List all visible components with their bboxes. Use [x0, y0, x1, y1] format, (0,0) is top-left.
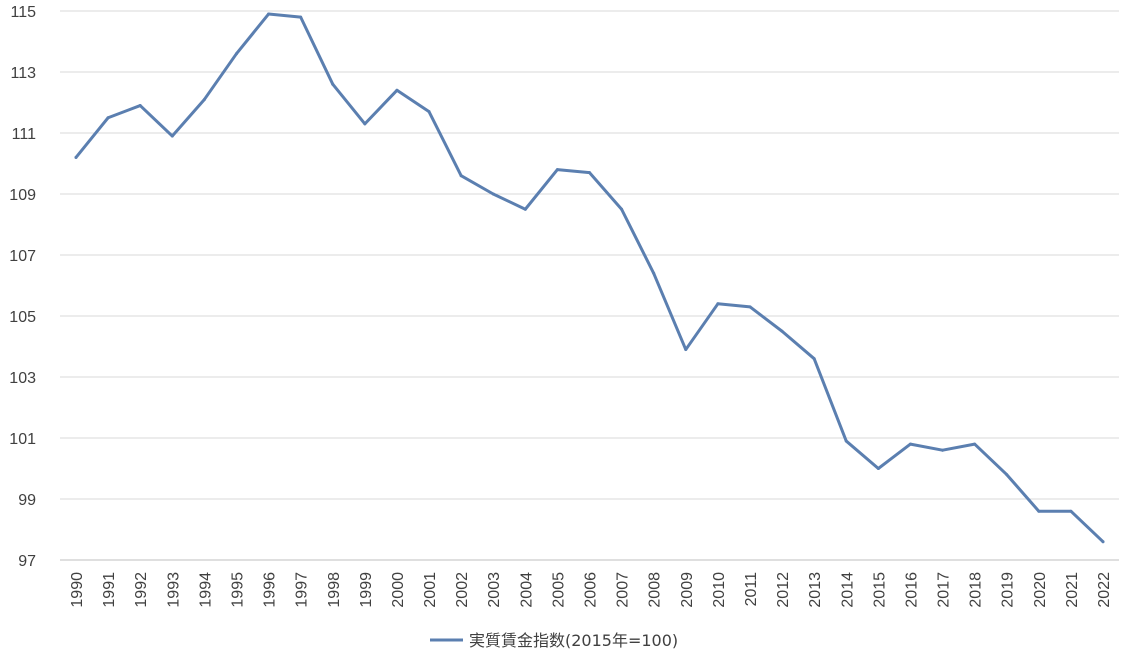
data-point — [652, 271, 656, 275]
data-point — [106, 116, 110, 120]
x-tick-label: 1998 — [326, 572, 343, 608]
data-point — [267, 12, 271, 16]
x-tick-label: 2018 — [968, 572, 985, 608]
x-tick-label: 2015 — [871, 572, 888, 608]
y-tick-label: 105 — [9, 309, 36, 326]
x-tick-label: 2008 — [647, 572, 664, 608]
x-tick-label: 2000 — [390, 572, 407, 608]
data-point — [588, 171, 591, 175]
series-line-0 — [74, 12, 1105, 544]
x-tick-label: 2010 — [711, 572, 728, 608]
x-tick-label: 2022 — [1096, 572, 1113, 608]
data-point — [138, 104, 142, 108]
data-point — [555, 168, 559, 172]
y-tick-label: 111 — [12, 126, 36, 143]
x-tick-label: 2007 — [615, 572, 632, 608]
data-point — [1069, 509, 1073, 513]
x-tick-label: 2017 — [936, 572, 953, 608]
x-tick-label: 2001 — [422, 572, 439, 608]
data-point — [331, 82, 335, 86]
x-axis-tick-labels: 1990 1991 1992 1993 1994 1995 1996 1997 1998 1999… — [69, 572, 1113, 608]
x-tick-label: 2005 — [550, 572, 567, 608]
y-tick-label: 101 — [9, 431, 36, 448]
x-tick-label: 1995 — [229, 572, 246, 608]
y-tick-label: 99 — [18, 492, 36, 509]
y-tick-label: 97 — [18, 553, 36, 570]
data-point — [876, 467, 880, 470]
data-point — [523, 207, 527, 211]
x-tick-label: 2011 — [743, 572, 760, 607]
data-point — [459, 174, 463, 178]
gridlines — [60, 10, 1119, 561]
x-tick-label: 1990 — [69, 572, 86, 608]
data-point — [170, 134, 174, 138]
data-point — [74, 155, 78, 159]
x-tick-label: 1999 — [358, 572, 375, 608]
x-tick-label: 2004 — [518, 572, 535, 608]
y-axis-tick-labels: 97 99 101 103 105 107 109 111 113 115 — [9, 4, 36, 570]
data-point — [620, 207, 624, 211]
x-tick-label: 1993 — [165, 572, 182, 608]
legend-label: 実質賃金指数(2015年=100) — [469, 631, 678, 650]
y-tick-label: 115 — [10, 4, 36, 21]
y-tick-label: 113 — [10, 65, 36, 82]
x-tick-label: 2019 — [1000, 572, 1017, 608]
x-tick-label: 1992 — [133, 572, 150, 608]
data-point — [908, 442, 912, 446]
legend: 実質賃金指数(2015年=100) — [430, 631, 678, 650]
data-point — [202, 97, 206, 101]
y-tick-label: 103 — [9, 370, 36, 387]
data-point — [844, 439, 848, 443]
data-point — [299, 15, 303, 19]
data-point — [1101, 540, 1105, 544]
data-point — [363, 122, 367, 126]
x-tick-label: 2012 — [775, 572, 792, 608]
x-tick-label: 1991 — [101, 572, 118, 608]
data-point — [716, 302, 720, 306]
x-tick-label: 2021 — [1064, 572, 1081, 608]
x-tick-label: 2013 — [807, 572, 824, 608]
data-point — [1005, 473, 1009, 477]
x-tick-label: 2020 — [1032, 572, 1049, 608]
data-point — [491, 192, 495, 196]
x-tick-label: 1994 — [197, 572, 214, 608]
series-layer — [74, 12, 1105, 544]
data-point — [973, 442, 977, 446]
data-point — [941, 448, 945, 452]
data-point — [684, 348, 688, 352]
data-point — [395, 88, 399, 92]
x-tick-label: 2003 — [486, 572, 503, 608]
x-tick-label: 2006 — [583, 572, 600, 608]
data-point — [427, 110, 431, 114]
y-tick-label: 109 — [9, 187, 36, 204]
data-point — [1037, 509, 1041, 513]
x-tick-label: 2014 — [839, 572, 856, 608]
x-tick-label: 1997 — [294, 572, 311, 608]
data-point — [780, 329, 784, 333]
data-point — [748, 305, 752, 309]
y-tick-label: 107 — [9, 248, 36, 265]
x-tick-label: 2016 — [903, 572, 920, 608]
x-tick-label: 1996 — [262, 572, 279, 608]
x-tick-label: 2009 — [679, 572, 696, 608]
data-point — [234, 52, 238, 56]
x-tick-label: 2002 — [454, 572, 471, 608]
data-point — [812, 357, 816, 361]
